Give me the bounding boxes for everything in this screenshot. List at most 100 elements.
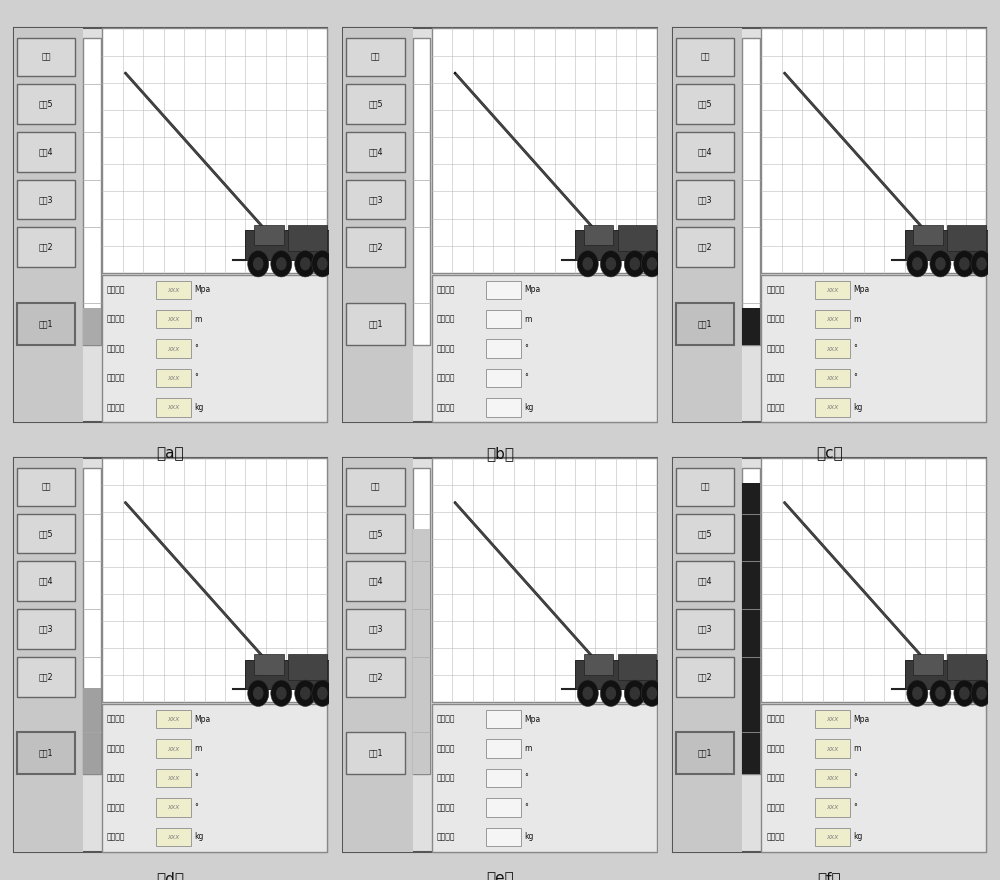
Text: 报废: 报废 <box>700 482 710 491</box>
Bar <box>17 514 75 554</box>
Circle shape <box>312 680 333 707</box>
Text: °: ° <box>524 344 528 353</box>
Text: 俯仰角度: 俯仰角度 <box>766 774 785 782</box>
Circle shape <box>930 680 951 707</box>
Circle shape <box>624 251 645 277</box>
Circle shape <box>976 257 987 270</box>
Text: xxx: xxx <box>167 745 180 752</box>
Text: °: ° <box>853 344 857 353</box>
Bar <box>156 281 191 299</box>
Circle shape <box>276 257 287 270</box>
Bar <box>17 609 75 649</box>
Text: xxx: xxx <box>167 405 180 410</box>
Circle shape <box>647 686 657 700</box>
Text: °: ° <box>194 344 198 353</box>
Text: 工作载荷: 工作载荷 <box>437 832 455 841</box>
Circle shape <box>959 686 970 700</box>
Bar <box>676 39 734 76</box>
Circle shape <box>971 251 992 277</box>
Bar <box>156 340 191 357</box>
Text: 回转角度: 回转角度 <box>437 803 455 812</box>
Text: 伸展长度: 伸展长度 <box>437 744 455 753</box>
Text: 检修3: 检修3 <box>39 194 53 204</box>
Bar <box>17 656 75 696</box>
Text: Mpa: Mpa <box>194 715 210 723</box>
Text: xxx: xxx <box>827 316 839 322</box>
Circle shape <box>971 680 992 707</box>
Bar <box>17 180 75 219</box>
Bar <box>432 28 657 273</box>
Text: 测点应力: 测点应力 <box>107 285 126 294</box>
Circle shape <box>271 251 292 277</box>
Text: Mpa: Mpa <box>524 285 540 294</box>
Text: 伸展长度: 伸展长度 <box>107 315 126 324</box>
Bar <box>761 458 986 702</box>
Bar <box>156 369 191 387</box>
Bar <box>618 654 656 680</box>
Circle shape <box>647 257 657 270</box>
Text: 工作载荷: 工作载荷 <box>437 403 455 412</box>
Text: xxx: xxx <box>167 346 180 351</box>
Text: 报废: 报废 <box>371 482 380 491</box>
Bar <box>676 609 734 649</box>
Circle shape <box>583 686 593 700</box>
Text: kg: kg <box>194 832 204 841</box>
Text: （d）: （d） <box>156 871 184 880</box>
Bar <box>673 28 742 422</box>
Bar <box>83 468 101 774</box>
Text: 检修2: 检修2 <box>698 672 712 681</box>
Bar <box>486 310 521 328</box>
Circle shape <box>935 686 946 700</box>
Bar <box>486 281 521 299</box>
Bar <box>584 654 613 675</box>
Bar <box>676 468 734 506</box>
Text: 伸展长度: 伸展长度 <box>437 315 455 324</box>
Text: °: ° <box>194 774 198 782</box>
Text: 检修1: 检修1 <box>39 319 53 328</box>
Bar <box>486 798 521 817</box>
Circle shape <box>276 686 287 700</box>
Text: 检修1: 检修1 <box>698 319 712 328</box>
Circle shape <box>630 686 640 700</box>
Bar <box>346 656 405 696</box>
Bar <box>815 310 850 328</box>
Circle shape <box>317 686 328 700</box>
Bar <box>245 231 331 260</box>
Text: 工作载荷: 工作载荷 <box>107 403 126 412</box>
Bar <box>343 28 413 422</box>
Bar <box>676 303 734 345</box>
Text: kg: kg <box>853 403 863 412</box>
Text: 测点应力: 测点应力 <box>766 285 785 294</box>
Bar <box>14 458 83 852</box>
Text: 工作载荷: 工作载荷 <box>766 832 785 841</box>
Bar <box>486 710 521 729</box>
Bar <box>815 739 850 758</box>
Bar <box>102 275 327 422</box>
Circle shape <box>641 251 662 277</box>
Text: °: ° <box>194 373 198 383</box>
Bar <box>288 224 327 251</box>
Bar <box>413 39 430 345</box>
Bar <box>346 468 405 506</box>
Bar <box>676 561 734 601</box>
Text: 检修4: 检修4 <box>368 147 383 156</box>
Text: °: ° <box>853 774 857 782</box>
Text: Mpa: Mpa <box>853 285 870 294</box>
Circle shape <box>312 251 333 277</box>
Bar <box>413 468 430 774</box>
Text: m: m <box>853 744 861 753</box>
Bar <box>156 739 191 758</box>
Text: 检修3: 检修3 <box>39 625 53 634</box>
Bar <box>486 399 521 416</box>
Circle shape <box>641 680 662 707</box>
Bar <box>815 769 850 788</box>
Bar <box>815 399 850 416</box>
Text: xxx: xxx <box>827 346 839 351</box>
Bar <box>742 483 760 774</box>
Text: 检修2: 检修2 <box>39 672 53 681</box>
Bar <box>254 654 284 675</box>
Bar <box>17 561 75 601</box>
Text: 检修1: 检修1 <box>698 749 712 758</box>
Bar <box>17 732 75 774</box>
Text: 俯仰角度: 俯仰角度 <box>107 774 126 782</box>
